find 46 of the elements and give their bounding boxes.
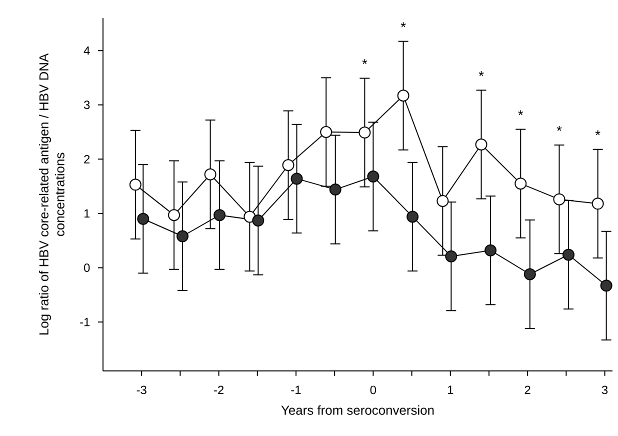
point: [214, 209, 226, 222]
x-tick-label: -2: [214, 386, 224, 394]
point: [320, 126, 332, 138]
x-tick-label: 3: [602, 386, 608, 394]
y-tick-label: -1: [80, 318, 90, 326]
point: [129, 178, 142, 191]
x-tick-label: 0: [370, 386, 376, 394]
annotation: *: [400, 22, 406, 28]
point: [514, 178, 527, 190]
y-tick-label: 3: [84, 100, 90, 110]
point: [397, 90, 410, 102]
y-tick-label: 0: [84, 264, 90, 272]
x-axis-title: Years from seroconversion: [281, 405, 434, 415]
point: [204, 168, 216, 180]
x-tick-label: 1: [448, 386, 454, 394]
point: [282, 159, 294, 172]
point: [524, 268, 536, 280]
point: [168, 209, 180, 222]
y-axis-title: Log ratio of HBV core-related antigen / HBV DNA concentrations: [38, 53, 64, 335]
point: [445, 250, 458, 262]
point: [367, 170, 380, 183]
point: [406, 210, 419, 223]
point: [358, 126, 371, 139]
annotation: *: [556, 126, 562, 131]
point: [592, 198, 604, 210]
point: [600, 280, 612, 292]
point: [137, 212, 150, 225]
y-tick-label: 1: [84, 209, 90, 218]
x-tick-label: 2: [524, 386, 530, 394]
x-tick-label: -1: [291, 386, 301, 394]
point: [436, 195, 449, 208]
y-tick-label: 2: [84, 155, 90, 164]
annotation: *: [478, 71, 484, 76]
point: [553, 193, 566, 206]
annotation: *: [595, 130, 600, 136]
point: [484, 244, 497, 256]
annotation: *: [518, 110, 524, 116]
point: [176, 230, 189, 242]
point: [562, 248, 574, 261]
y-tick-label: 4: [84, 46, 90, 55]
point: [290, 172, 303, 185]
x-tick-label: -3: [136, 386, 146, 394]
point: [329, 184, 342, 196]
annotation: *: [362, 59, 368, 64]
point: [475, 138, 488, 151]
point: [252, 214, 264, 227]
